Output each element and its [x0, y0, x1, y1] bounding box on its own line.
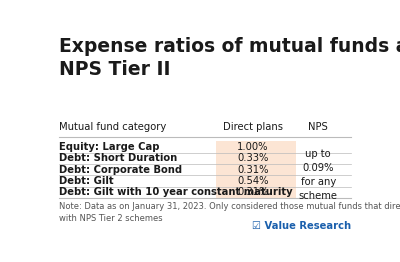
- Text: Debt: Gilt: Debt: Gilt: [59, 176, 114, 186]
- Text: Debt: Short Duration: Debt: Short Duration: [59, 153, 178, 163]
- Text: Debt: Corporate Bond: Debt: Corporate Bond: [59, 165, 182, 175]
- Bar: [216, 141, 296, 153]
- Bar: [216, 187, 296, 198]
- Bar: [216, 175, 296, 187]
- Bar: [216, 164, 296, 175]
- Text: 0.54%: 0.54%: [237, 176, 269, 186]
- Text: Direct plans: Direct plans: [223, 122, 283, 132]
- Text: Equity: Large Cap: Equity: Large Cap: [59, 142, 160, 152]
- Bar: [216, 153, 296, 164]
- Text: NPS: NPS: [308, 122, 328, 132]
- Text: Mutual fund category: Mutual fund category: [59, 122, 166, 132]
- Text: Note: Data as on January 31, 2023. Only considered those mutual funds that direc: Note: Data as on January 31, 2023. Only …: [59, 202, 400, 223]
- Text: up to
0.09%
for any
scheme: up to 0.09% for any scheme: [299, 149, 338, 201]
- Text: ☑ Value Research: ☑ Value Research: [252, 221, 351, 231]
- Text: Debt: Gilt with 10 year constant maturity: Debt: Gilt with 10 year constant maturit…: [59, 187, 293, 197]
- Text: 0.31%: 0.31%: [237, 187, 269, 197]
- Text: 0.31%: 0.31%: [237, 165, 269, 175]
- Text: Expense ratios of mutual funds and
NPS Tier II: Expense ratios of mutual funds and NPS T…: [59, 37, 400, 79]
- Text: 1.00%: 1.00%: [237, 142, 269, 152]
- Text: 0.33%: 0.33%: [237, 153, 269, 163]
